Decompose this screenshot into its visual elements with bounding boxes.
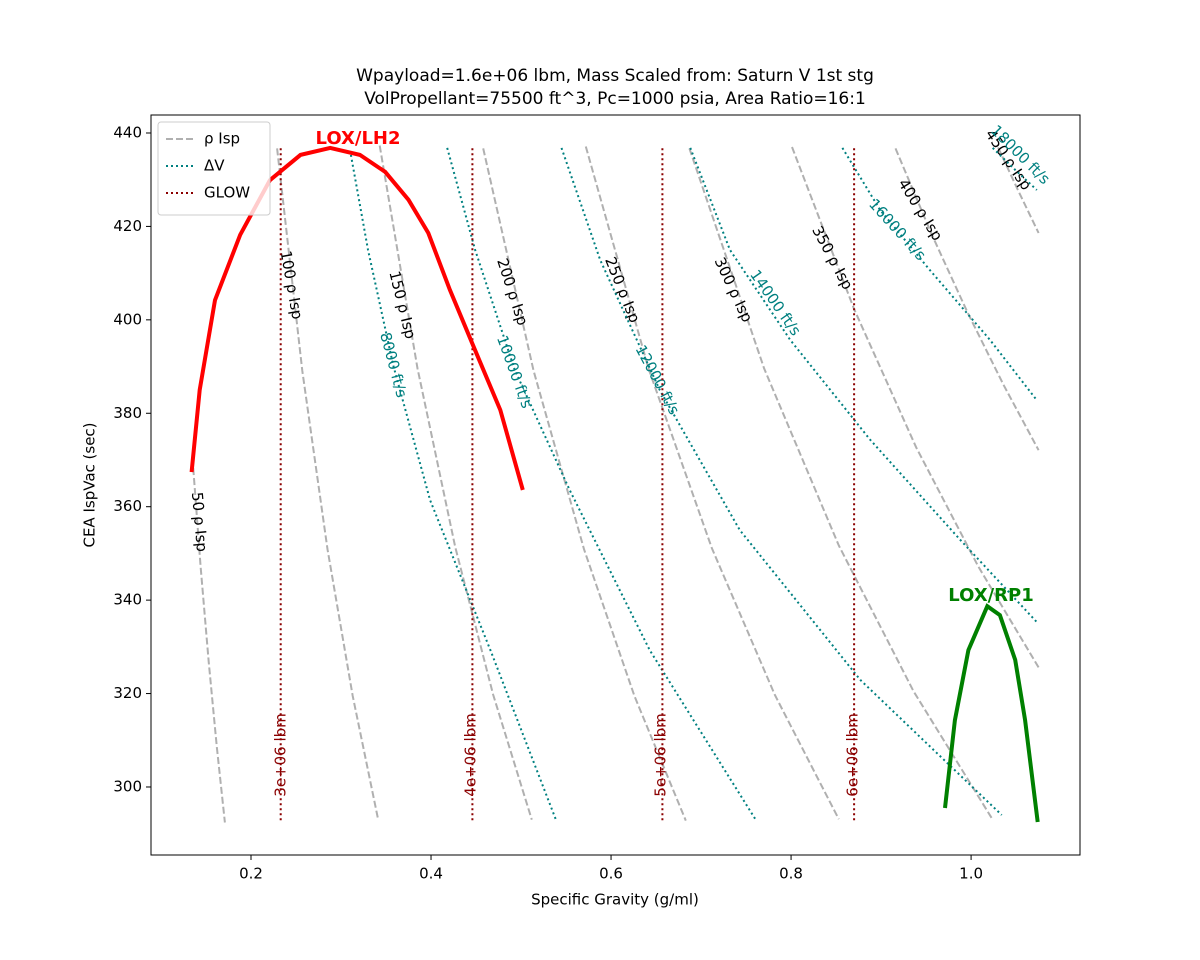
x-tick-label: 0.2 — [239, 865, 263, 883]
contour-line — [992, 147, 1038, 191]
contour-line — [997, 147, 1040, 234]
contour-label: 6e+06 lbm — [844, 713, 862, 797]
legend-label: ΔV — [204, 157, 225, 175]
y-tick-label: 380 — [113, 404, 142, 422]
contour-line — [349, 154, 558, 821]
contour-line — [378, 145, 533, 820]
contour-label: 5e+06 lbm — [652, 713, 670, 797]
y-tick-label: 440 — [113, 123, 142, 141]
legend-label: ρ Isp — [204, 130, 240, 148]
contour-line — [276, 148, 379, 819]
legend-box — [157, 121, 271, 216]
y-tick-label: 420 — [113, 217, 142, 235]
y-axis-label: CEA IspVac (sec) — [81, 422, 99, 547]
y-tick-label: 300 — [113, 777, 142, 795]
x-tick-label: 0.4 — [419, 865, 443, 883]
plot-frame — [150, 114, 1081, 856]
contour-line — [191, 458, 226, 823]
contour-line — [584, 146, 840, 820]
y-tick-label: 360 — [113, 497, 142, 515]
propellant-curve — [943, 603, 1040, 823]
legend-label: GLOW — [204, 184, 250, 202]
x-tick-label: 0.8 — [779, 865, 803, 883]
chart-subtitle: VolPropellant=75500 ft^3, Pc=1000 psia, … — [364, 89, 866, 109]
contour-line — [482, 148, 687, 821]
contour-line — [689, 147, 1038, 623]
contour-line — [841, 147, 1038, 401]
propellant-curve — [189, 145, 525, 491]
y-tick-label: 320 — [113, 684, 142, 702]
contour-line — [894, 148, 1040, 451]
y-tick-label: 340 — [113, 591, 142, 609]
contour-label: 3e+06 lbm — [272, 713, 290, 797]
contour-label: 50 ρ Isp — [188, 491, 211, 552]
curve-label: LOX/LH2 — [316, 128, 401, 149]
contour-label: 4e+06 lbm — [462, 713, 480, 797]
contour-line — [791, 146, 1040, 668]
curve-label: LOX/RP1 — [948, 585, 1034, 606]
chart-title: Wpayload=1.6e+06 lbm, Mass Scaled from: … — [356, 66, 874, 86]
x-axis-label: Specific Gravity (g/ml) — [531, 891, 699, 909]
contour-line — [688, 148, 994, 821]
contour-line — [446, 147, 757, 821]
y-tick-label: 400 — [113, 310, 142, 328]
x-tick-label: 0.6 — [599, 865, 623, 883]
x-tick-label: 1.0 — [959, 865, 983, 883]
